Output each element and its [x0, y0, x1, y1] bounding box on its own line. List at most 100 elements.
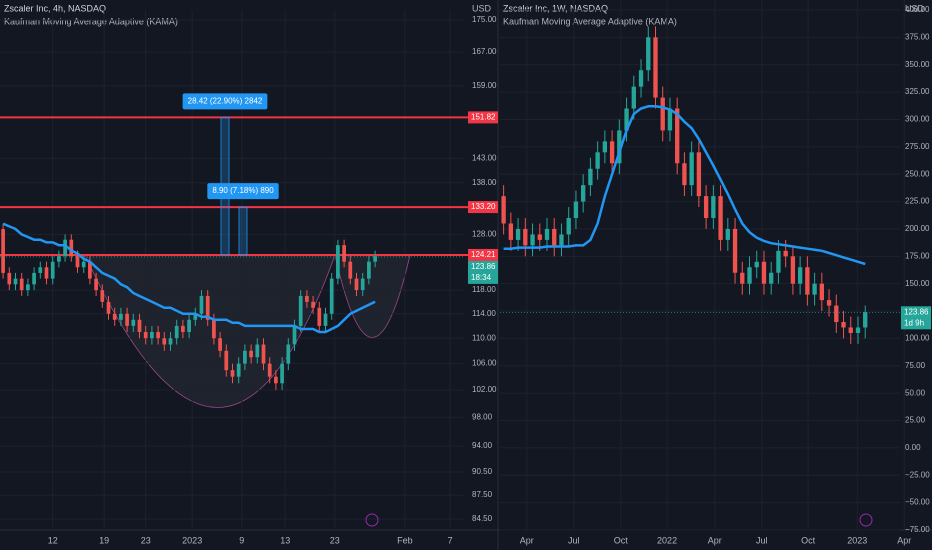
candle-body	[682, 163, 687, 186]
cup-arc	[84, 254, 336, 408]
y-tick-label: 87.50	[472, 490, 493, 499]
alert-icon[interactable]	[859, 513, 873, 527]
candle-body	[805, 267, 810, 295]
y-tick-label: 138.00	[472, 178, 497, 187]
candle-body	[255, 344, 260, 358]
candle-body	[342, 245, 346, 262]
alert-icon[interactable]	[365, 513, 379, 527]
candle-body	[581, 185, 586, 202]
candle-body	[624, 108, 629, 131]
candle-body	[94, 278, 98, 291]
candle-body	[218, 338, 222, 351]
y-tick-label: 375.00	[905, 32, 930, 41]
level-label: 151.82	[471, 112, 496, 121]
y-tick-label: 94.00	[472, 441, 493, 450]
candle-body	[32, 272, 36, 285]
y-tick-label: 90.50	[472, 467, 493, 476]
x-tick-label: 19	[99, 535, 109, 545]
candle-body	[718, 196, 723, 240]
x-tick-label: 13	[280, 535, 290, 545]
y-tick-label: −50.00	[905, 498, 930, 507]
x-tick-label: 23	[330, 535, 340, 545]
candle-body	[348, 261, 353, 279]
countdown-label: 18:34	[471, 273, 492, 282]
x-tick-label: Apr	[897, 535, 911, 545]
candle-body	[7, 272, 12, 285]
y-tick-label: 300.00	[905, 115, 930, 124]
candle-body	[13, 278, 18, 285]
candle-body	[336, 245, 340, 279]
candle-body	[1, 229, 5, 273]
candle-body	[354, 278, 359, 291]
candle-body	[559, 234, 564, 246]
candle-body	[566, 218, 571, 235]
x-tick-label: 23	[141, 535, 151, 545]
candle-body	[826, 300, 832, 306]
measure-label: 8.90 (7.18%) 890	[212, 186, 274, 195]
x-tick-label: 2023	[847, 535, 867, 545]
currency-label: USD	[472, 3, 492, 13]
x-tick-label: Apr	[708, 535, 722, 545]
x-tick-label: Jul	[756, 535, 768, 545]
x-tick-label: 2023	[182, 535, 202, 545]
last-price-tag	[468, 260, 498, 284]
candle-body	[224, 350, 229, 371]
candle-body	[646, 37, 651, 71]
x-tick-label: Oct	[614, 535, 629, 545]
candle-body	[150, 332, 154, 339]
candle-body	[236, 363, 241, 377]
candle-body	[205, 295, 210, 320]
x-tick-label: Oct	[801, 535, 816, 545]
candle-body	[863, 312, 868, 328]
y-tick-label: 128.00	[472, 229, 497, 238]
candle-body	[848, 327, 853, 333]
candle-body	[740, 272, 745, 284]
candle-body	[298, 295, 303, 326]
x-tick-label: 7	[448, 535, 453, 545]
candle-body	[552, 228, 557, 246]
level-tag	[468, 111, 498, 124]
y-tick-label: 110.00	[472, 333, 496, 342]
candle-body	[573, 201, 579, 218]
candle-body	[69, 239, 74, 257]
candle-body	[689, 152, 694, 186]
level-tag	[468, 201, 498, 214]
candle-body	[323, 313, 328, 326]
measure-box	[207, 183, 279, 200]
candle-body	[274, 376, 278, 384]
y-tick-label: 175.00	[905, 251, 930, 260]
y-tick-label: 250.00	[905, 169, 930, 178]
y-tick-label: 275.00	[905, 142, 930, 151]
measure-box	[182, 93, 268, 110]
candle-body	[515, 228, 521, 240]
candle-body	[609, 141, 615, 164]
candle-body	[156, 332, 160, 339]
y-tick-label: 114.00	[472, 309, 496, 318]
candle-body	[305, 295, 309, 302]
y-tick-label: 100.00	[905, 334, 930, 343]
candle-body	[523, 228, 528, 246]
candle-body	[81, 261, 86, 268]
candle-body	[88, 261, 92, 279]
y-tick-label: 325.00	[905, 87, 930, 96]
y-tick-label: 167.00	[472, 47, 497, 56]
y-tick-label: 143.00	[472, 154, 497, 163]
candle-body	[660, 97, 665, 131]
y-tick-label: 159.00	[472, 81, 497, 90]
candle-body	[653, 37, 658, 98]
candle-body	[106, 301, 111, 314]
candle-body	[703, 196, 709, 218]
candle-body	[696, 152, 702, 197]
candle-body	[367, 261, 371, 279]
candle-body	[181, 325, 185, 333]
x-tick-label: Apr	[520, 535, 534, 545]
candle-body	[75, 256, 80, 268]
candle-body	[261, 344, 266, 364]
y-tick-label: 102.00	[472, 385, 497, 394]
candle-body	[732, 228, 738, 273]
y-tick-label: 150.00	[905, 279, 930, 288]
candle-body	[19, 278, 24, 291]
candle-body	[50, 261, 55, 279]
candle-body	[329, 278, 334, 314]
